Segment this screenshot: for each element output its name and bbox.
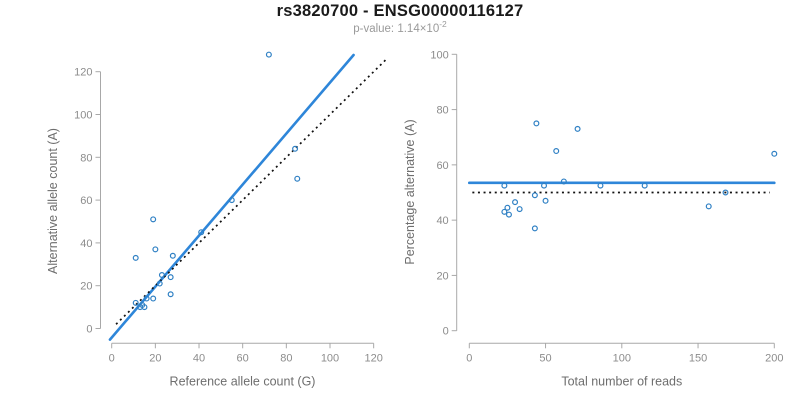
data-point <box>771 150 778 157</box>
data-point <box>542 197 549 204</box>
data-point <box>597 182 604 189</box>
y-axis: 0 20 40 60 80 100 <box>430 49 458 338</box>
x-axis-title: Total number of reads <box>561 375 682 389</box>
data-point <box>158 272 165 279</box>
x-tick-label: 100 <box>613 352 631 364</box>
data-point <box>292 145 299 152</box>
data-point <box>156 280 163 287</box>
x-axis: 0 20 40 60 80 100 120 <box>109 342 383 364</box>
x-tick-label: 120 <box>364 352 382 364</box>
data-point <box>705 203 712 210</box>
x-tick-label: 150 <box>689 352 707 364</box>
data-point <box>167 291 174 298</box>
allele-count-scatter-plot: 0 20 40 60 80 100 120 0 20 40 60 80 100 120 Reference … <box>46 51 389 389</box>
data-point <box>560 178 567 185</box>
y-tick-label: 80 <box>436 105 448 117</box>
p-value-text: p-value: 1.14×10 <box>353 23 440 35</box>
data-points <box>132 51 301 311</box>
y-tick-label: 0 <box>86 324 92 336</box>
data-point <box>141 304 148 311</box>
data-point <box>132 254 139 261</box>
y-axis-title: Percentage alternative (A) <box>403 119 417 264</box>
data-point <box>152 246 159 253</box>
data-point <box>531 192 538 199</box>
x-tick-label: 50 <box>539 352 551 364</box>
data-point <box>574 125 581 132</box>
x-tick-label: 40 <box>193 352 205 364</box>
figure-title: rs3820700 - ENSG00000116127 <box>276 2 524 20</box>
identity-line <box>115 57 389 325</box>
data-point <box>553 148 560 155</box>
y-axis-title: Alternative allele count (A) <box>46 128 60 274</box>
x-tick-label: 60 <box>237 352 249 364</box>
data-point <box>501 208 508 215</box>
y-axis: 0 20 40 60 80 100 120 <box>74 67 101 336</box>
y-tick-label: 20 <box>80 281 92 293</box>
percentage-reads-scatter-plot: 0 20 40 60 80 100 0 50 100 150 200 Total number of … <box>403 49 783 389</box>
y-tick-label: 40 <box>80 238 92 250</box>
data-point <box>504 204 511 211</box>
data-points <box>501 120 778 232</box>
y-tick-label: 80 <box>80 152 92 164</box>
y-tick-label: 40 <box>436 215 448 227</box>
data-point <box>167 274 174 281</box>
y-tick-label: 100 <box>74 110 92 122</box>
x-tick-label: 80 <box>280 352 292 364</box>
data-point <box>512 199 519 206</box>
data-point <box>132 299 139 306</box>
data-point <box>265 51 272 58</box>
data-point <box>228 197 235 204</box>
data-point <box>516 206 523 213</box>
x-tick-label: 0 <box>466 352 472 364</box>
data-point <box>641 182 648 189</box>
data-point <box>541 182 548 189</box>
data-point <box>143 295 150 302</box>
figure-subtitle: p-value: 1.14×10-2 <box>0 20 800 35</box>
y-tick-label: 60 <box>80 195 92 207</box>
data-point <box>505 211 512 218</box>
data-point <box>294 175 301 182</box>
x-tick-label: 20 <box>149 352 161 364</box>
data-point <box>722 189 729 196</box>
p-value-exponent: -2 <box>439 19 447 30</box>
y-tick-label: 20 <box>436 270 448 282</box>
x-tick-label: 100 <box>321 352 339 364</box>
data-point <box>533 120 540 127</box>
data-point <box>169 252 176 259</box>
x-axis: 0 50 100 150 200 <box>466 342 783 364</box>
x-tick-label: 200 <box>765 352 783 364</box>
x-axis-title: Reference allele count (G) <box>170 375 316 389</box>
x-tick-label: 0 <box>109 352 115 364</box>
y-tick-label: 100 <box>430 49 448 61</box>
y-tick-label: 120 <box>74 67 92 79</box>
data-point <box>501 182 508 189</box>
figure-header: rs3820700 - ENSG00000116127 p-value: 1.1… <box>0 2 800 35</box>
data-point <box>531 225 538 232</box>
data-point <box>150 216 157 223</box>
y-tick-label: 0 <box>443 326 449 338</box>
data-point <box>150 295 157 302</box>
y-tick-label: 60 <box>436 160 448 172</box>
data-point <box>198 229 205 236</box>
